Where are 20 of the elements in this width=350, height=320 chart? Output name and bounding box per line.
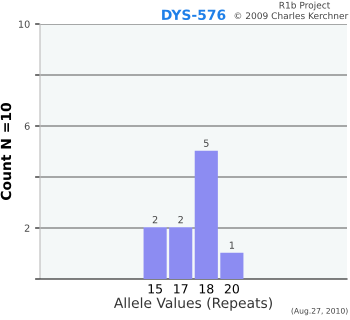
y-axis-title: Count N =10 <box>0 102 12 200</box>
data-label: 2 <box>178 216 183 224</box>
chart-title: DYS-576 <box>162 10 226 20</box>
y-tick-label: 2 <box>24 224 30 232</box>
y-tick-label: 10 <box>18 20 30 28</box>
bar <box>220 252 244 279</box>
bar <box>194 150 218 279</box>
text: © 2009 Charles Kerchner <box>234 12 348 20</box>
text: R1b Project <box>280 2 330 10</box>
x-tick-label: 18 <box>200 284 214 294</box>
x-tick-label: 17 <box>174 284 188 294</box>
bar <box>144 227 167 279</box>
data-label: 2 <box>152 216 158 224</box>
bar <box>169 227 192 279</box>
data-label: 5 <box>204 140 209 147</box>
x-tick-label: 15 <box>148 284 162 294</box>
data-label: 1 <box>230 242 234 249</box>
x-tick-label: 20 <box>224 284 239 294</box>
x-axis-title: Allele Values (Repeats) <box>114 297 272 311</box>
y-tick-label: 6 <box>24 122 30 130</box>
